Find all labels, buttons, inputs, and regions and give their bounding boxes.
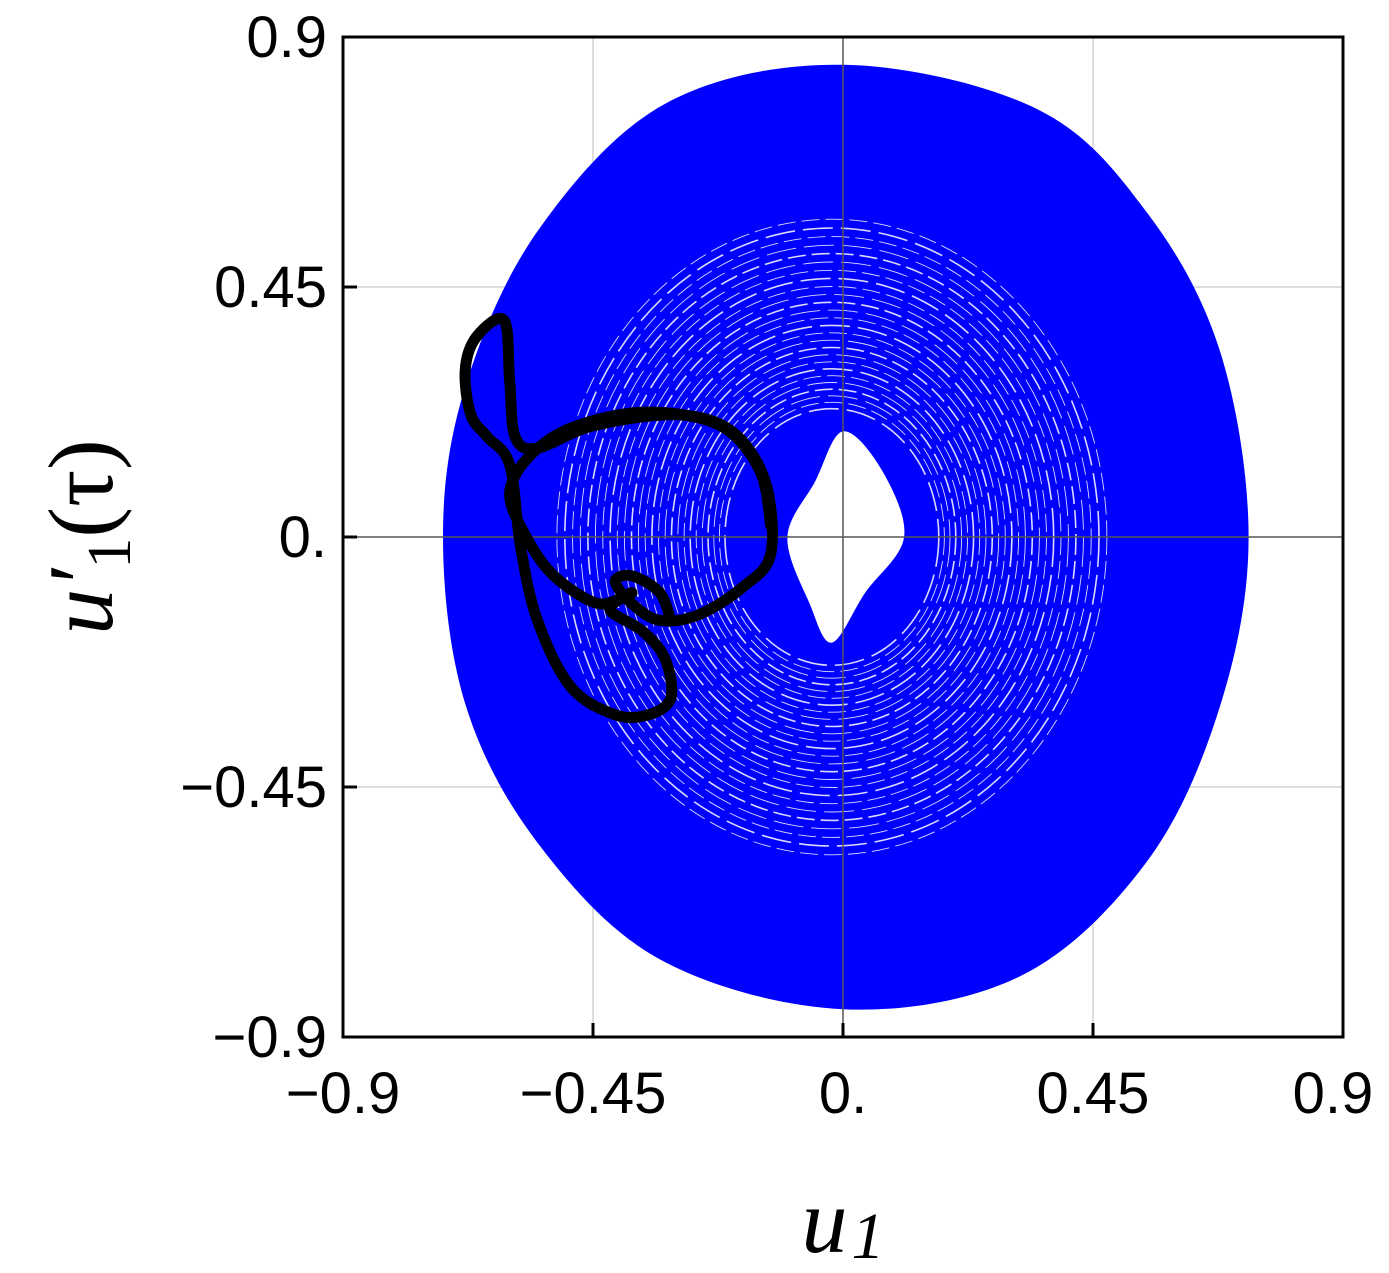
x-axis-title-main: u <box>802 1170 848 1272</box>
x-tick-label: 0.45 <box>1037 1061 1150 1126</box>
x-tick-label: −0.45 <box>520 1061 667 1126</box>
y-tick-label: 0.45 <box>214 255 327 320</box>
y-axis-ticks: −0.9 −0.45 0. 0.45 0.9 <box>180 5 357 1070</box>
y-tick-label: 0.9 <box>246 5 327 70</box>
y-tick-label: −0.9 <box>213 1005 328 1070</box>
y-axis-title-arg: (τ) <box>30 439 132 537</box>
black-trajectory-curve <box>459 313 778 724</box>
svg-text:u′1(τ): u′1(τ) <box>30 439 144 634</box>
x-axis-ticks: −0.9 −0.45 0. 0.45 0.9 <box>286 1023 1374 1126</box>
axis-lines <box>343 37 1343 1037</box>
y-axis-title-main: u′ <box>30 567 132 635</box>
x-tick-label: −0.9 <box>286 1061 401 1126</box>
x-tick-label: 0. <box>819 1061 867 1126</box>
y-tick-label: −0.45 <box>180 755 327 820</box>
x-axis-title-sub: 1 <box>852 1200 885 1273</box>
x-tick-label: 0.9 <box>1293 1061 1374 1126</box>
y-tick-label: 0. <box>279 505 327 570</box>
annulus-fill <box>443 64 1249 1010</box>
y-axis-title: u′1(τ) <box>30 439 144 634</box>
x-axis-title: u1 <box>802 1170 885 1273</box>
y-axis-title-sub: 1 <box>76 538 144 569</box>
